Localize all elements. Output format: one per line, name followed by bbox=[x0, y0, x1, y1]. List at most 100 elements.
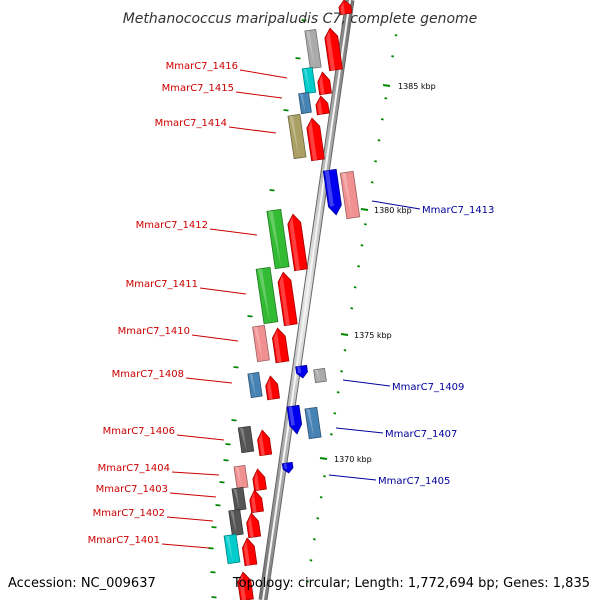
scale-minor-tick bbox=[374, 160, 378, 163]
outer-tick bbox=[211, 596, 217, 599]
forward-label-connector bbox=[191, 334, 239, 342]
gene-1416-partner bbox=[301, 66, 317, 95]
forward-label-connector bbox=[171, 471, 220, 476]
scale-major-tick bbox=[382, 84, 391, 87]
forward-label-connector bbox=[161, 543, 210, 549]
gene-1405 bbox=[281, 461, 294, 474]
scale-minor-tick bbox=[306, 580, 309, 583]
gene-label-MmarC7_1403[interactable]: MmarC7_1403 bbox=[96, 484, 168, 495]
outer-tick bbox=[219, 481, 225, 484]
gene-label-MmarC7_1412[interactable]: MmarC7_1412 bbox=[136, 220, 208, 231]
scale-tick-label: 1385 kbp bbox=[398, 82, 436, 91]
outer-tick bbox=[210, 571, 216, 574]
forward-label-connector bbox=[169, 492, 217, 498]
gene-1407-partner bbox=[304, 406, 322, 440]
gene-1401 bbox=[242, 537, 258, 567]
gene-1406-partner bbox=[237, 425, 255, 454]
scale-minor-tick bbox=[363, 223, 367, 226]
gene-1414 bbox=[306, 117, 325, 162]
gene-label-MmarC7_1413[interactable]: MmarC7_1413 bbox=[422, 205, 494, 216]
reverse-gene-labels: MmarC7_1413 MmarC7_1409 MmarC7_1407 Mmar… bbox=[378, 205, 494, 487]
gene-1415-partner bbox=[298, 91, 312, 115]
gene-1413 bbox=[322, 168, 342, 216]
gene-label-MmarC7_1410[interactable]: MmarC7_1410 bbox=[118, 326, 190, 337]
scale-minor-tick bbox=[340, 370, 343, 373]
gene-1406 bbox=[257, 429, 273, 457]
reverse-label-connector bbox=[371, 200, 421, 210]
forward-label-connector bbox=[166, 516, 214, 522]
scale-minor-tick bbox=[370, 181, 374, 184]
outer-tick bbox=[233, 366, 239, 369]
scale-minor-tick bbox=[394, 34, 398, 37]
gene-1417 bbox=[338, 0, 353, 16]
scale-major-tick bbox=[319, 457, 328, 460]
gene-label-MmarC7_1416[interactable]: MmarC7_1416 bbox=[166, 61, 238, 72]
gene-1403-partner bbox=[231, 486, 247, 512]
gene-1403 bbox=[249, 489, 264, 514]
map-title: Methanococcus maripaludis C7, complete g… bbox=[123, 11, 478, 27]
outer-tick bbox=[223, 459, 229, 462]
gene-1416-ortholog bbox=[304, 28, 322, 70]
gene-label-MmarC7_1409[interactable]: MmarC7_1409 bbox=[392, 382, 464, 393]
outer-tick bbox=[208, 547, 214, 550]
gene-label-MmarC7_1414[interactable]: MmarC7_1414 bbox=[155, 118, 227, 129]
gene-label-MmarC7_1402[interactable]: MmarC7_1402 bbox=[93, 508, 165, 519]
gene-1410 bbox=[272, 327, 290, 364]
reverse-label-connector bbox=[335, 427, 384, 434]
gene-label-MmarC7_1408[interactable]: MmarC7_1408 bbox=[112, 369, 184, 380]
outer-tick bbox=[283, 109, 289, 112]
outer-tick-marks bbox=[208, 19, 398, 599]
gene-1413-partner bbox=[339, 170, 361, 220]
gene-1411-partner bbox=[255, 266, 279, 325]
gene-1400 bbox=[237, 571, 254, 600]
gene-1404 bbox=[252, 468, 267, 492]
gene-1409-partner bbox=[313, 367, 327, 384]
scale-minor-tick bbox=[391, 55, 395, 58]
forward-label-connector bbox=[176, 434, 225, 441]
outer-tick bbox=[269, 189, 275, 192]
gene-1411 bbox=[277, 271, 298, 327]
gene-label-MmarC7_1415[interactable]: MmarC7_1415 bbox=[162, 83, 234, 94]
genome-backbone bbox=[258, 0, 355, 600]
scale-major-tick bbox=[360, 208, 369, 211]
reverse-label-connector bbox=[328, 474, 377, 481]
scale-minor-tick bbox=[329, 433, 333, 436]
gene-label-MmarC7_1406[interactable]: MmarC7_1406 bbox=[103, 426, 175, 437]
gene-label-MmarC7_1411[interactable]: MmarC7_1411 bbox=[126, 279, 198, 290]
gene-label-MmarC7_1404[interactable]: MmarC7_1404 bbox=[98, 463, 170, 474]
scale-minor-tick bbox=[333, 412, 337, 415]
outer-tick bbox=[211, 526, 217, 529]
outer-tick bbox=[295, 57, 301, 60]
gene-1402-partner bbox=[228, 508, 244, 537]
outer-tick bbox=[225, 443, 231, 446]
scale-minor-tick bbox=[309, 559, 313, 562]
scale-minor-tick bbox=[380, 118, 384, 121]
scale-minor-tick bbox=[319, 496, 323, 499]
gene-1412 bbox=[287, 213, 308, 272]
topology-text: Topology: circular; Length: 1,772,694 bp… bbox=[232, 576, 590, 591]
gene-1404-partner bbox=[233, 464, 249, 490]
scale-minor-tick bbox=[384, 97, 388, 100]
forward-label-connector bbox=[185, 377, 233, 384]
outer-tick bbox=[247, 315, 253, 318]
forward-label-connector bbox=[199, 287, 247, 295]
outer-tick bbox=[215, 504, 221, 507]
gene-label-MmarC7_1401[interactable]: MmarC7_1401 bbox=[88, 535, 160, 546]
gene-1407 bbox=[286, 404, 303, 435]
gene-1410-partner bbox=[252, 324, 270, 363]
scale-major-tick bbox=[340, 333, 349, 336]
gene-label-MmarC7_1405[interactable]: MmarC7_1405 bbox=[378, 476, 450, 487]
forward-gene-labels: MmarC7_1416 MmarC7_1415 MmarC7_1414 Mmar… bbox=[88, 61, 238, 546]
gene-1415 bbox=[317, 71, 332, 96]
scale-minor-tick bbox=[357, 265, 360, 268]
gene-label-MmarC7_1407[interactable]: MmarC7_1407 bbox=[385, 429, 457, 440]
scale-minor-tick bbox=[343, 349, 347, 352]
scale-minor-tick bbox=[312, 538, 316, 541]
gene-label-connectors bbox=[161, 69, 421, 549]
gene-1415b bbox=[315, 95, 330, 116]
scale-tick-label: 1375 kbp bbox=[354, 331, 392, 340]
gene-1408 bbox=[265, 375, 281, 401]
scale-ticks: 1385 kbp 1380 kbp 1375 kbp 1370 kbp bbox=[334, 82, 436, 464]
gene-1412-partner bbox=[266, 208, 290, 270]
